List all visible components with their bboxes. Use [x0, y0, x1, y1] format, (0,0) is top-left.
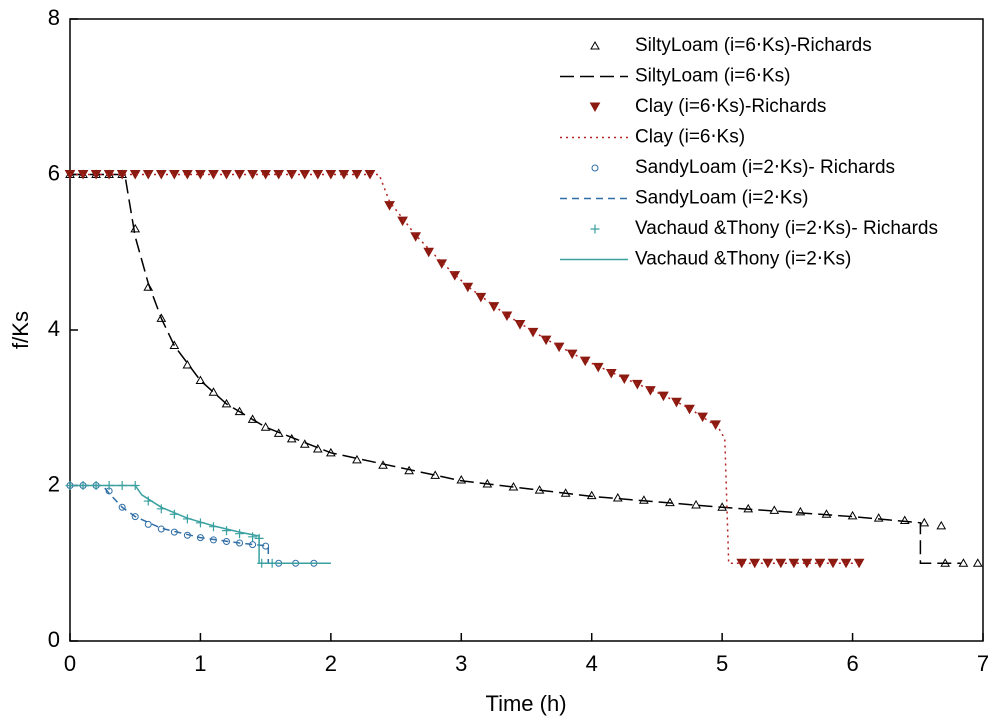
triangle-marker: [936, 520, 947, 530]
triangle-marker: [182, 359, 193, 369]
circle-marker: [591, 164, 599, 172]
plus-marker: [248, 532, 258, 542]
plot-frame: [69, 18, 984, 642]
triangle-marker: [273, 428, 284, 437]
series-line: [70, 484, 331, 565]
triangle-marker: [488, 302, 500, 312]
y-tick-label: 0: [48, 627, 60, 652]
x-tick-label: 2: [325, 651, 337, 676]
triangle-marker: [853, 558, 865, 569]
y-axis-label: f/Ks: [8, 311, 33, 349]
triangle-marker: [312, 443, 323, 453]
series-line: [70, 484, 274, 565]
series-line: [70, 173, 862, 565]
triangle-marker: [449, 271, 461, 281]
triangle-marker: [795, 506, 806, 516]
triangle-marker: [364, 170, 376, 180]
triangle-marker: [671, 397, 682, 408]
triangle-marker: [169, 340, 180, 350]
triangle-marker: [919, 517, 930, 527]
x-axis-label: Time (h): [485, 691, 566, 716]
triangle-marker: [514, 320, 526, 330]
plus-marker: [235, 529, 245, 539]
circle-marker: [131, 513, 139, 521]
plus-marker: [590, 224, 600, 234]
triangle-marker: [749, 558, 761, 569]
triangle-marker: [691, 499, 701, 509]
circle-marker: [118, 503, 126, 511]
triangle-marker: [260, 422, 271, 431]
legend-label: Vachaud &Thony (i=2⋅Ks)- Richards: [635, 218, 938, 239]
triangle-marker: [208, 387, 219, 396]
triangle-marker: [397, 216, 408, 227]
x-tick-label: 5: [716, 651, 728, 676]
triangle-marker: [208, 170, 219, 180]
triangle-marker: [195, 375, 206, 385]
series-line: [70, 173, 961, 565]
y-tick-label: 2: [48, 471, 60, 496]
y-tick-label: 8: [48, 5, 60, 30]
triangle-marker: [130, 223, 141, 233]
triangle-marker: [566, 349, 578, 360]
x-tick-label: 1: [194, 651, 206, 676]
triangle-marker: [586, 490, 597, 500]
triangle-marker: [612, 492, 623, 502]
x-tick-label: 6: [846, 651, 858, 676]
legend-label: SandyLoam (i=2⋅Ks): [635, 188, 808, 209]
triangle-marker: [899, 515, 910, 524]
triangle-marker: [590, 40, 600, 50]
legend-label: SiltyLoam (i=6⋅Ks): [635, 66, 790, 87]
legend-label: SandyLoam (i=2⋅Ks)- Richards: [635, 157, 895, 178]
triangle-marker: [847, 510, 858, 520]
triangle-marker: [873, 513, 884, 522]
triangle-marker: [456, 475, 467, 484]
triangle-marker: [769, 505, 780, 514]
triangle-marker: [639, 495, 649, 504]
x-tick-label: 7: [977, 651, 989, 676]
triangle-marker: [286, 170, 298, 180]
triangle-marker: [632, 379, 643, 390]
plus-marker: [222, 526, 232, 536]
circle-marker: [144, 520, 152, 528]
triangle-marker: [972, 558, 983, 567]
legend-label: SiltyLoam (i=6⋅Ks)-Richards: [635, 35, 872, 56]
triangle-marker: [90, 170, 102, 180]
triangle-marker: [589, 102, 601, 113]
x-tick-label: 3: [455, 651, 467, 676]
triangle-marker: [410, 232, 421, 242]
triangle-marker: [352, 454, 362, 464]
legend-label: Clay (i=6⋅Ks)-Richards: [635, 96, 826, 117]
x-tick-label: 4: [586, 651, 598, 676]
triangle-marker: [436, 259, 448, 269]
triangle-marker: [129, 170, 141, 180]
triangle-marker: [423, 247, 435, 258]
triangle-marker: [540, 335, 552, 346]
triangle-marker: [821, 509, 832, 518]
legend-label: Clay (i=6⋅Ks): [635, 127, 745, 148]
triangle-marker: [221, 398, 232, 408]
triangle-marker: [247, 170, 258, 180]
legend-label: Vachaud &Thony (i=2⋅Ks): [635, 249, 851, 270]
triangle-marker: [168, 170, 180, 180]
y-tick-label: 4: [48, 316, 60, 341]
x-tick-label: 0: [64, 651, 76, 676]
triangle-marker: [156, 313, 167, 322]
triangle-marker: [958, 558, 969, 567]
triangle-marker: [475, 292, 487, 303]
triangle-marker: [592, 362, 604, 373]
y-tick-label: 6: [48, 160, 60, 185]
